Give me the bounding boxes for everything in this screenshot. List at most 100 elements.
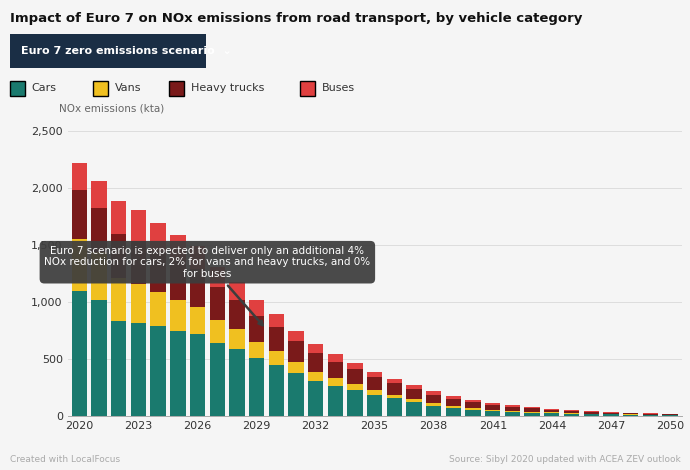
Bar <box>229 300 244 329</box>
Bar <box>505 412 520 416</box>
Bar <box>308 344 324 353</box>
Bar <box>229 349 244 416</box>
Bar <box>328 354 343 362</box>
Bar <box>288 362 304 373</box>
Bar <box>170 235 186 260</box>
Bar <box>131 210 146 241</box>
Bar <box>386 383 402 394</box>
Bar <box>190 269 205 306</box>
Bar <box>92 181 107 208</box>
Bar <box>111 234 126 278</box>
Bar <box>92 252 107 300</box>
Bar <box>406 389 422 399</box>
Bar <box>229 282 244 300</box>
Bar <box>642 415 658 416</box>
Bar <box>386 394 402 398</box>
Bar <box>603 415 618 416</box>
Bar <box>426 403 442 406</box>
Bar <box>328 386 343 416</box>
Text: Buses: Buses <box>322 83 355 94</box>
Bar <box>564 410 579 411</box>
Bar <box>406 385 422 389</box>
Text: Impact of Euro 7 on NOx emissions from road transport, by vehicle category: Impact of Euro 7 on NOx emissions from r… <box>10 12 582 25</box>
Bar <box>249 300 264 316</box>
Bar <box>524 413 540 416</box>
Bar <box>544 408 560 410</box>
Bar <box>92 300 107 416</box>
Bar <box>72 239 87 290</box>
Bar <box>210 343 225 416</box>
Bar <box>111 201 126 234</box>
Bar <box>544 410 560 412</box>
Bar <box>584 411 599 412</box>
Bar <box>623 413 638 415</box>
Text: Euro 7 zero emissions scenario  ⌄: Euro 7 zero emissions scenario ⌄ <box>21 46 233 56</box>
Text: Euro 7 scenario is expected to deliver only an additional 4%
NOx reduction for c: Euro 7 scenario is expected to deliver o… <box>44 246 371 325</box>
Bar <box>466 410 481 416</box>
Bar <box>268 327 284 351</box>
Bar <box>229 329 244 349</box>
Bar <box>544 412 560 413</box>
Bar <box>150 224 166 251</box>
Bar <box>485 411 500 416</box>
Bar <box>170 330 186 416</box>
Bar <box>268 314 284 327</box>
Bar <box>485 405 500 409</box>
Bar <box>249 358 264 416</box>
Bar <box>466 402 481 408</box>
Bar <box>131 241 146 284</box>
Bar <box>288 341 304 362</box>
Bar <box>603 412 618 413</box>
Bar <box>111 321 126 416</box>
Bar <box>505 405 520 407</box>
Bar <box>485 403 500 405</box>
Text: NOx emissions (kta): NOx emissions (kta) <box>59 104 164 114</box>
Bar <box>288 373 304 416</box>
Bar <box>386 379 402 383</box>
Bar <box>505 411 520 412</box>
Bar <box>72 290 87 416</box>
Bar <box>131 284 146 322</box>
Bar <box>150 326 166 416</box>
Bar <box>623 415 638 416</box>
Bar <box>308 353 324 371</box>
Bar <box>426 395 442 403</box>
Bar <box>268 365 284 416</box>
Bar <box>210 267 225 287</box>
Bar <box>505 407 520 411</box>
Bar <box>288 330 304 341</box>
Bar <box>72 163 87 190</box>
Bar <box>308 381 324 416</box>
Bar <box>190 246 205 269</box>
Bar <box>564 411 579 413</box>
Bar <box>426 406 442 416</box>
Bar <box>170 300 186 330</box>
Bar <box>426 392 442 395</box>
Bar <box>524 407 540 408</box>
Bar <box>564 414 579 416</box>
Bar <box>210 287 225 320</box>
Bar <box>308 371 324 381</box>
Text: Vans: Vans <box>115 83 141 94</box>
Bar <box>584 414 599 416</box>
Bar <box>347 369 363 384</box>
Bar <box>584 412 599 414</box>
Bar <box>111 278 126 321</box>
Bar <box>466 408 481 410</box>
Bar <box>367 395 382 416</box>
Bar <box>446 396 461 399</box>
Bar <box>170 260 186 300</box>
Bar <box>268 351 284 365</box>
Text: Source: Sibyl 2020 updated with ACEA ZEV outlook: Source: Sibyl 2020 updated with ACEA ZEV… <box>448 455 680 464</box>
Bar <box>642 414 658 415</box>
Bar <box>466 400 481 402</box>
Bar <box>72 190 87 239</box>
Bar <box>367 377 382 390</box>
Bar <box>249 342 264 358</box>
Bar <box>150 292 166 326</box>
Bar <box>328 362 343 378</box>
Bar <box>210 320 225 343</box>
Bar <box>131 322 146 416</box>
Bar <box>92 208 107 252</box>
Bar <box>406 399 422 402</box>
